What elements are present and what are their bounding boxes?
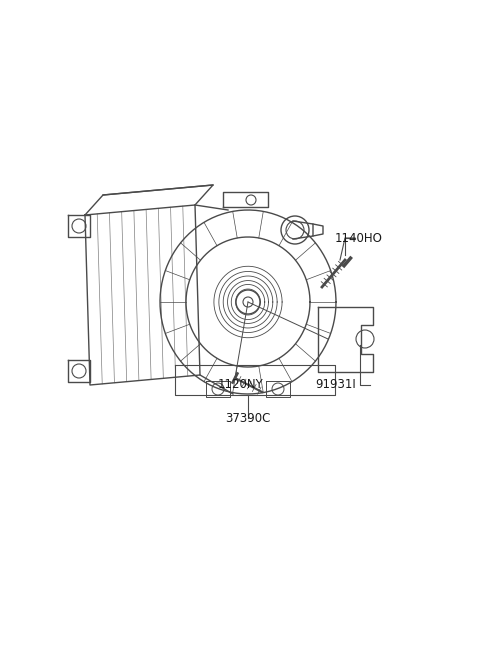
Text: 91931I: 91931I <box>315 379 356 392</box>
Text: 37390C: 37390C <box>225 411 271 424</box>
Text: 1120NY: 1120NY <box>218 379 264 392</box>
Text: 1140HO: 1140HO <box>335 231 383 244</box>
